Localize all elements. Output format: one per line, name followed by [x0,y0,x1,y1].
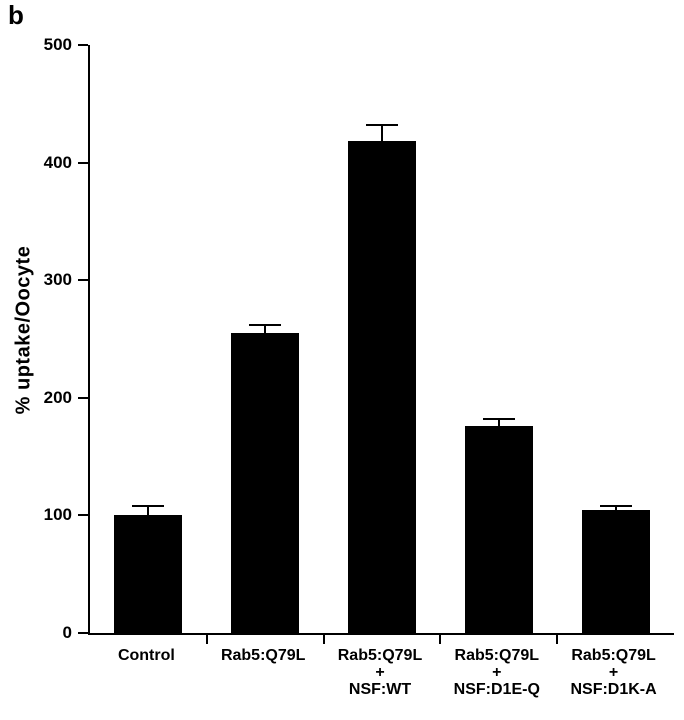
bar [231,333,300,633]
x-category-label-line: NSF:D1K-A [570,681,657,698]
plot-area: 0 100 200 300 400 500 [44,36,674,644]
x-category-label-line: NSF:D1E-Q [453,681,540,698]
x-category-label-line: NSF:WT [348,681,412,698]
x-tick [205,635,208,644]
error-bar-whisker [381,126,383,142]
error-bar-whisker [147,507,150,516]
y-tick [78,44,88,46]
y-tick-label: 300 [43,270,72,290]
x-tick [439,635,442,644]
y-tick-label: 400 [43,152,72,172]
x-category-label-line: Control [117,647,175,664]
x-category-label-line: + [492,664,502,681]
x-category-label-line: Rab5:Q79L [337,647,423,664]
x-category-label-line: + [375,664,385,681]
y-tick-label: 500 [43,35,72,54]
y-tick-label: 200 [43,387,72,407]
y-tick-label: 0 [62,623,72,642]
bar [581,509,650,633]
y-tick [78,396,88,399]
x-category-labels: Control Rab5:Q79L Rab5:Q79L + NSF:WT Rab5:Q79… [88,647,672,713]
panel-label: b [8,0,24,30]
error-bar-whisker [497,420,500,427]
x-category-label: Control [88,647,205,664]
x-category-label-line: Rab5:Q79L [571,647,656,664]
error-bar-cap [482,418,515,421]
error-bar-cap [366,124,398,127]
bar [348,141,416,633]
x-category-label: Rab5:Q79L + NSF:WT [322,647,439,698]
y-tick [78,514,88,517]
x-category-label-line: Rab5:Q79L [454,647,540,664]
error-bar-whisker [264,326,267,334]
x-category-label-line: + [608,664,619,681]
y-tick [78,161,88,164]
error-bar-cap [132,505,165,508]
bar [464,426,533,633]
error-bar-cap [249,324,282,327]
error-bar-whisker [614,507,617,510]
x-category-label-line: Rab5:Q79L [220,647,306,664]
y-tick [78,632,88,634]
x-category-label: Rab5:Q79L [205,647,322,664]
bar [114,515,183,633]
y-tick [78,279,88,282]
y-tick-label: 100 [43,505,72,525]
x-tick [556,635,559,644]
error-bar-cap [599,505,632,508]
x-tick [322,635,325,644]
x-category-label: Rab5:Q79L + NSF:D1K-A [555,647,672,698]
x-category-label: Rab5:Q79L + NSF:D1E-Q [438,647,555,698]
